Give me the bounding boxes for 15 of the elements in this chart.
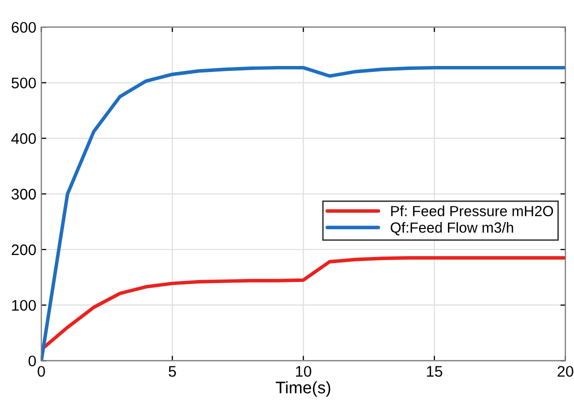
x-tick-label: 10 (296, 366, 312, 377)
x-tick-label: 20 (558, 366, 574, 377)
y-tick-label: 0 (28, 356, 36, 366)
legend-label: Qf:Feed Flow m3/h (390, 222, 514, 236)
x-tick-label: 5 (168, 366, 176, 377)
x-tick-label: 15 (427, 366, 442, 377)
y-tick-label: 600 (12, 22, 36, 33)
legend-label: Pf: Feed Pressure mH2O (391, 206, 554, 216)
x-axis-title: Time(s) (276, 381, 330, 397)
y-tick-label: 500 (12, 78, 36, 88)
y-tick-label: 400 (11, 133, 36, 144)
x-tick-label: 0 (38, 366, 45, 377)
y-tick-label: 100 (12, 300, 36, 311)
y-tick-label: 200 (12, 244, 36, 256)
y-tick-label: 300 (12, 188, 36, 200)
